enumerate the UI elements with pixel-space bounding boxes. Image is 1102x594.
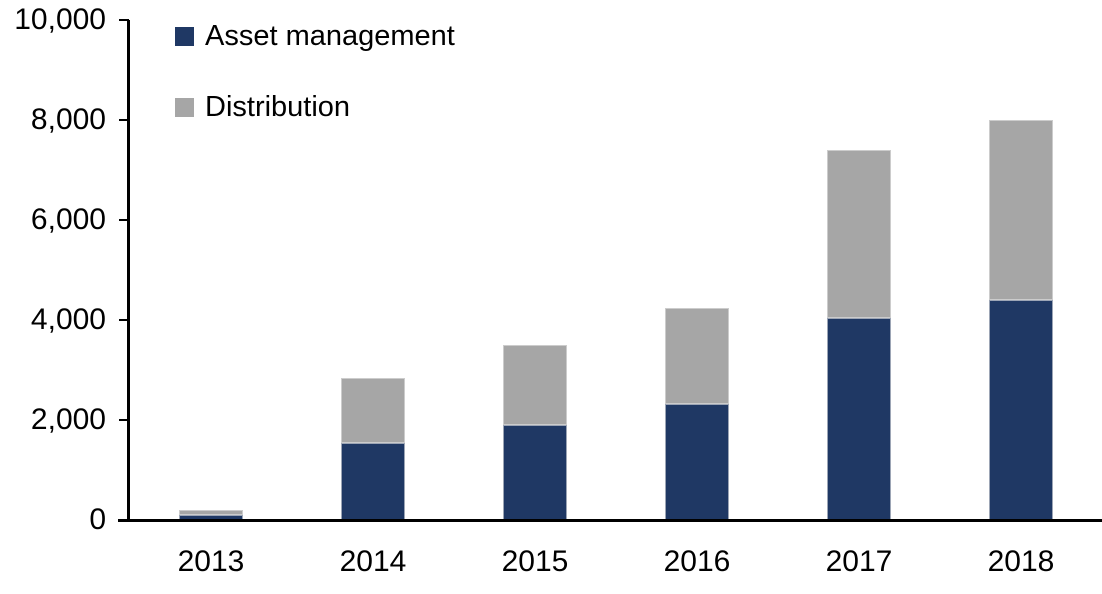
y-tick-label-8,000: 8,000 xyxy=(30,103,106,136)
bar-segment-distribution-2014 xyxy=(341,377,405,443)
y-tick-label-6,000: 6,000 xyxy=(30,203,106,236)
bar-segment-asset-management-2014 xyxy=(341,442,405,520)
y-tick-4,000 xyxy=(119,319,129,321)
distribution-swatch-icon xyxy=(175,97,194,117)
x-tick-label-2013: 2013 xyxy=(177,545,245,578)
bar-segment-distribution-2016 xyxy=(665,307,729,404)
y-axis-line xyxy=(127,20,130,522)
legend-item-distribution: Distribution xyxy=(175,89,455,125)
legend-label-distribution: Distribution xyxy=(205,91,351,123)
x-tick-label-2014: 2014 xyxy=(339,545,407,578)
y-tick-2,000 xyxy=(119,419,129,421)
x-tick-label-2017: 2017 xyxy=(825,545,893,578)
y-tick-label-2,000: 2,000 xyxy=(30,403,106,436)
y-tick-label-0: 0 xyxy=(89,503,106,536)
y-tick-label-10,000: 10,000 xyxy=(14,3,106,36)
bar-segment-asset-management-2017 xyxy=(827,317,891,520)
x-tick-label-2018: 2018 xyxy=(987,545,1055,578)
bar-segment-asset-management-2018 xyxy=(989,300,1053,520)
asset-management-swatch-icon xyxy=(175,26,194,46)
bar-segment-asset-management-2016 xyxy=(665,404,729,520)
x-tick-label-2015: 2015 xyxy=(501,545,569,578)
y-tick-label-4,000: 4,000 xyxy=(30,303,106,336)
bar-segment-distribution-2017 xyxy=(827,150,891,318)
x-axis-line xyxy=(118,519,1102,522)
x-tick-label-2016: 2016 xyxy=(663,545,731,578)
bar-segment-distribution-2018 xyxy=(989,120,1053,300)
bar-segment-asset-management-2015 xyxy=(503,425,567,520)
y-tick-6,000 xyxy=(119,219,129,221)
legend: Asset management Distribution xyxy=(175,18,455,160)
bar-segment-distribution-2015 xyxy=(503,345,567,425)
y-tick-10,000 xyxy=(119,19,129,21)
y-tick-8,000 xyxy=(119,119,129,121)
bar-segment-distribution-2013 xyxy=(179,510,243,515)
legend-label-asset-management: Asset management xyxy=(205,20,455,52)
legend-item-asset-management: Asset management xyxy=(175,18,455,54)
